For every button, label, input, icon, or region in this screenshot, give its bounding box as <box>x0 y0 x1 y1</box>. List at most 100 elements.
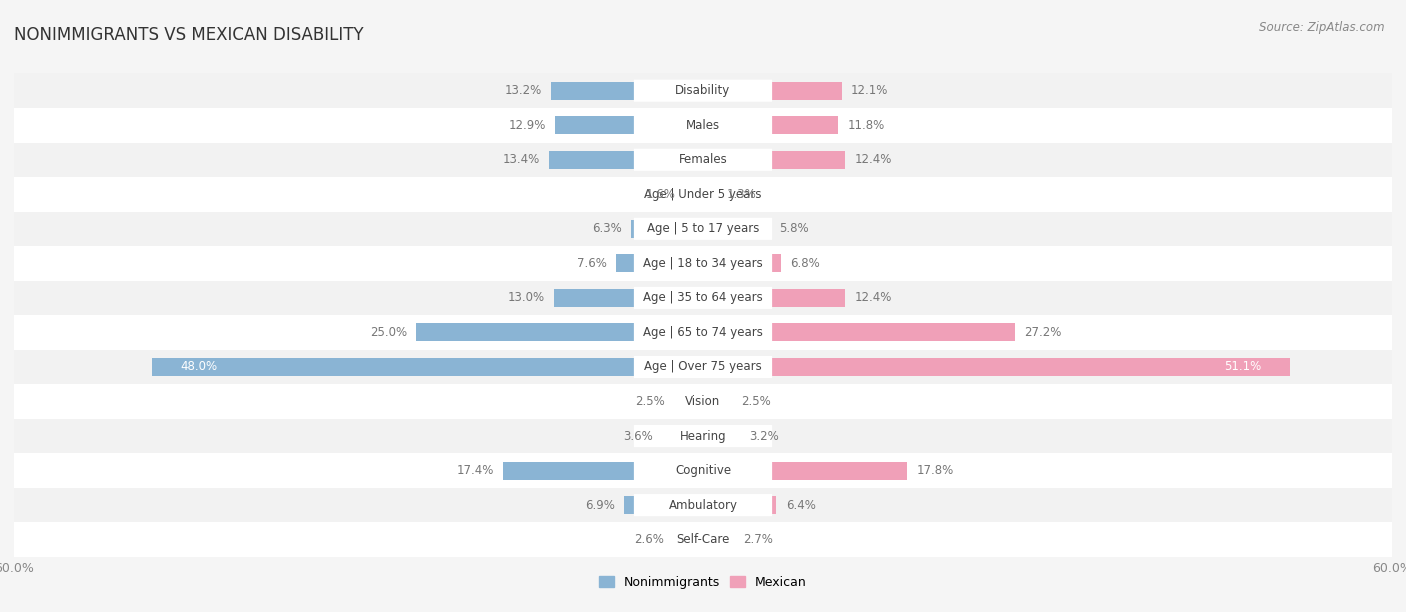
Bar <box>703 116 838 134</box>
Text: Hearing: Hearing <box>679 430 727 442</box>
Bar <box>14 419 1392 453</box>
Bar <box>662 427 703 445</box>
FancyBboxPatch shape <box>634 114 772 136</box>
FancyBboxPatch shape <box>634 494 772 516</box>
Text: 25.0%: 25.0% <box>370 326 406 339</box>
Bar <box>14 315 1392 349</box>
Bar <box>703 461 907 480</box>
Text: Source: ZipAtlas.com: Source: ZipAtlas.com <box>1260 21 1385 34</box>
Text: 3.2%: 3.2% <box>749 430 779 442</box>
Text: 12.4%: 12.4% <box>855 153 891 166</box>
Bar <box>14 281 1392 315</box>
Text: 12.4%: 12.4% <box>855 291 891 304</box>
Text: 27.2%: 27.2% <box>1025 326 1062 339</box>
Bar <box>703 392 731 411</box>
Bar <box>673 531 703 548</box>
Text: Disability: Disability <box>675 84 731 97</box>
Bar <box>555 116 703 134</box>
Text: 2.6%: 2.6% <box>634 533 664 546</box>
Text: 12.9%: 12.9% <box>509 119 546 132</box>
Bar <box>416 324 703 341</box>
Text: Age | 35 to 64 years: Age | 35 to 64 years <box>643 291 763 304</box>
FancyBboxPatch shape <box>634 460 772 482</box>
Bar <box>152 358 703 376</box>
Text: Age | Over 75 years: Age | Over 75 years <box>644 360 762 373</box>
Text: 11.8%: 11.8% <box>848 119 884 132</box>
Bar <box>703 496 776 514</box>
FancyBboxPatch shape <box>634 321 772 343</box>
FancyBboxPatch shape <box>634 252 772 274</box>
FancyBboxPatch shape <box>634 390 772 412</box>
Bar <box>554 289 703 307</box>
Text: NONIMMIGRANTS VS MEXICAN DISABILITY: NONIMMIGRANTS VS MEXICAN DISABILITY <box>14 26 364 44</box>
Bar <box>685 185 703 203</box>
Text: 7.6%: 7.6% <box>576 257 606 270</box>
Bar <box>631 220 703 238</box>
Text: 3.6%: 3.6% <box>623 430 652 442</box>
Bar <box>14 143 1392 177</box>
Bar <box>616 255 703 272</box>
Text: Males: Males <box>686 119 720 132</box>
Text: Vision: Vision <box>685 395 721 408</box>
Bar <box>14 384 1392 419</box>
Text: 17.8%: 17.8% <box>917 464 953 477</box>
Bar <box>703 220 769 238</box>
Text: 1.6%: 1.6% <box>645 188 675 201</box>
Bar <box>675 392 703 411</box>
Bar <box>703 151 845 169</box>
Text: Ambulatory: Ambulatory <box>668 499 738 512</box>
Bar <box>624 496 703 514</box>
Bar <box>703 289 845 307</box>
Bar <box>703 358 1289 376</box>
Bar <box>703 82 842 100</box>
Bar <box>550 151 703 169</box>
Text: 51.1%: 51.1% <box>1223 360 1261 373</box>
Text: 12.1%: 12.1% <box>851 84 889 97</box>
Text: 13.2%: 13.2% <box>505 84 543 97</box>
Bar <box>703 427 740 445</box>
Bar <box>703 531 734 548</box>
FancyBboxPatch shape <box>634 183 772 206</box>
Text: 2.5%: 2.5% <box>741 395 770 408</box>
Bar <box>503 461 703 480</box>
Text: Females: Females <box>679 153 727 166</box>
Text: Self-Care: Self-Care <box>676 533 730 546</box>
Bar <box>14 453 1392 488</box>
Text: Age | Under 5 years: Age | Under 5 years <box>644 188 762 201</box>
Text: 5.8%: 5.8% <box>779 222 808 236</box>
FancyBboxPatch shape <box>634 529 772 551</box>
FancyBboxPatch shape <box>634 356 772 378</box>
Text: 6.8%: 6.8% <box>790 257 820 270</box>
Text: 2.7%: 2.7% <box>744 533 773 546</box>
Bar <box>703 185 718 203</box>
FancyBboxPatch shape <box>634 218 772 240</box>
FancyBboxPatch shape <box>634 425 772 447</box>
Bar <box>703 324 1015 341</box>
Text: 48.0%: 48.0% <box>180 360 218 373</box>
Text: Cognitive: Cognitive <box>675 464 731 477</box>
Text: 17.4%: 17.4% <box>457 464 494 477</box>
Text: 6.3%: 6.3% <box>592 222 621 236</box>
Text: 2.5%: 2.5% <box>636 395 665 408</box>
Bar <box>14 212 1392 246</box>
Bar <box>14 246 1392 281</box>
Text: 1.3%: 1.3% <box>727 188 756 201</box>
Bar <box>14 108 1392 143</box>
FancyBboxPatch shape <box>634 149 772 171</box>
Bar <box>14 523 1392 557</box>
Text: 6.9%: 6.9% <box>585 499 614 512</box>
Text: Age | 18 to 34 years: Age | 18 to 34 years <box>643 257 763 270</box>
Text: Age | 65 to 74 years: Age | 65 to 74 years <box>643 326 763 339</box>
Bar <box>14 488 1392 523</box>
Text: 6.4%: 6.4% <box>786 499 815 512</box>
Text: Age | 5 to 17 years: Age | 5 to 17 years <box>647 222 759 236</box>
Text: 13.0%: 13.0% <box>508 291 544 304</box>
Text: 13.4%: 13.4% <box>503 153 540 166</box>
Bar <box>14 177 1392 212</box>
Bar <box>703 255 782 272</box>
FancyBboxPatch shape <box>634 80 772 102</box>
Bar <box>14 73 1392 108</box>
Bar <box>551 82 703 100</box>
Legend: Nonimmigrants, Mexican: Nonimmigrants, Mexican <box>593 571 813 594</box>
FancyBboxPatch shape <box>634 287 772 309</box>
